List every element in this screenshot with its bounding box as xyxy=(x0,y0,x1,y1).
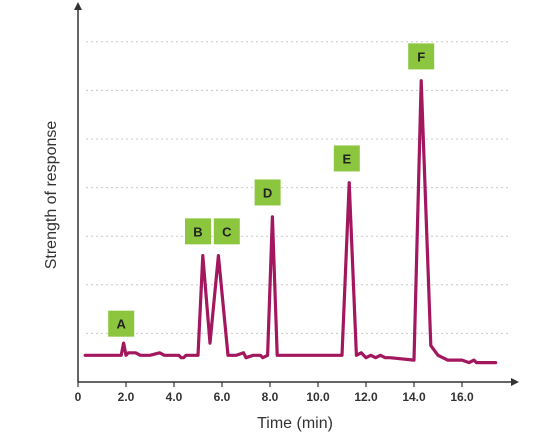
peak-label-f: F xyxy=(408,43,435,70)
peak-label-box xyxy=(408,43,435,70)
peak-label-d: D xyxy=(254,179,281,206)
peak-label-text: D xyxy=(263,185,272,200)
peak-label-box xyxy=(333,145,360,172)
y-axis-title: Strength of response xyxy=(43,121,60,270)
x-tick-label: 14.0 xyxy=(402,390,426,404)
x-tick-label: 12.0 xyxy=(354,390,378,404)
peak-label-text: B xyxy=(193,224,202,239)
peak-label-text: F xyxy=(417,49,425,64)
x-tick-label: 6.0 xyxy=(214,390,231,404)
peak-label-text: A xyxy=(117,317,127,332)
x-axis-title: Time (min) xyxy=(257,415,333,432)
x-ticks: 0 2.0 4.0 6.0 8.0 10.0 12.0 14.0 16.0 xyxy=(75,382,474,404)
peak-label-c: C xyxy=(213,218,240,245)
peak-label-a: A xyxy=(108,310,135,337)
response-series-line xyxy=(83,79,498,365)
x-tick-label: 10.0 xyxy=(306,390,330,404)
y-axis-arrow-icon xyxy=(74,2,82,10)
peak-labels: A B C D E F xyxy=(108,43,435,337)
peak-label-box xyxy=(185,218,211,245)
peak-label-text: C xyxy=(222,224,232,239)
x-tick-label: 2.0 xyxy=(118,390,135,404)
grid-lines xyxy=(86,41,510,334)
peak-label-b: B xyxy=(185,218,211,245)
x-tick-label: 8.0 xyxy=(262,390,279,404)
x-tick-label: 16.0 xyxy=(450,390,474,404)
x-tick-label: 4.0 xyxy=(166,390,183,404)
axes xyxy=(74,2,519,386)
x-axis-arrow-icon xyxy=(511,378,519,386)
peak-label-box xyxy=(108,310,135,337)
peak-label-box xyxy=(213,218,240,245)
peak-label-e: E xyxy=(333,145,360,172)
peak-label-box xyxy=(254,179,281,206)
x-tick-label: 0 xyxy=(75,390,82,404)
peak-label-text: E xyxy=(342,151,351,166)
